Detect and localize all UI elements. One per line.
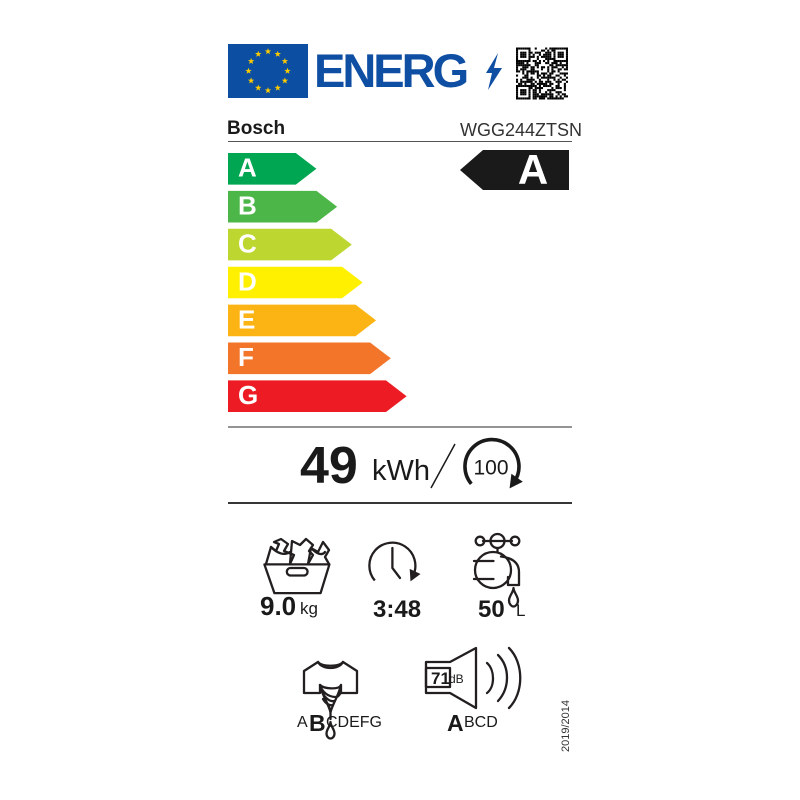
svg-text:L: L: [516, 601, 525, 620]
svg-text:BCD: BCD: [464, 714, 498, 731]
svg-text:E: E: [238, 304, 255, 334]
svg-text:3:48: 3:48: [373, 596, 421, 623]
svg-text:B: B: [238, 191, 257, 221]
svg-text:kWh: kWh: [372, 455, 430, 487]
svg-text:F: F: [238, 342, 254, 372]
svg-text:9.0: 9.0: [260, 591, 296, 621]
svg-text:A: A: [238, 153, 257, 183]
svg-text:CDEFG: CDEFG: [326, 714, 382, 731]
svg-text:D: D: [238, 266, 257, 296]
svg-text:100: 100: [473, 457, 508, 480]
svg-text:dB: dB: [449, 672, 464, 686]
svg-text:50: 50: [478, 596, 505, 623]
svg-text:kg: kg: [300, 599, 318, 618]
svg-text:G: G: [238, 380, 258, 410]
svg-text:A: A: [447, 710, 464, 736]
svg-text:C: C: [238, 228, 257, 258]
svg-text:2019/2014: 2019/2014: [560, 700, 572, 752]
svg-text:A: A: [518, 146, 548, 193]
svg-text:A: A: [297, 714, 308, 731]
svg-text:49: 49: [300, 437, 358, 495]
svg-text:71: 71: [431, 669, 450, 688]
svg-text:B: B: [309, 710, 326, 736]
